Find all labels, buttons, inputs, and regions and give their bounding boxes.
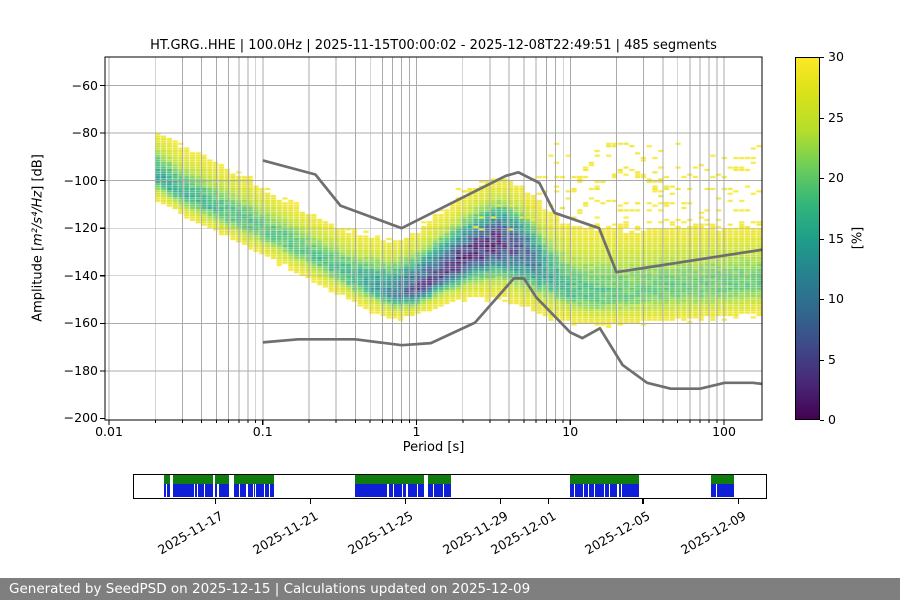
- timeline-tick: [642, 499, 644, 504]
- x-tick-label: 1: [412, 424, 421, 439]
- psd-coverage-segment: [172, 475, 229, 484]
- ppsd-histogram-canvas: [105, 57, 762, 420]
- y-tick-label: −160: [63, 315, 98, 331]
- coverage-gap: [196, 484, 198, 497]
- plot-border: [104, 56, 763, 421]
- timeline-tick: [404, 499, 407, 504]
- colorbar-tick: [820, 238, 824, 240]
- coverage-gap: [594, 484, 596, 497]
- coverage-gap: [617, 484, 619, 497]
- coverage-gap: [268, 484, 270, 497]
- coverage-gap: [252, 484, 254, 497]
- coverage-gap: [406, 484, 408, 497]
- colorbar-tick: [820, 117, 824, 119]
- coverage-gap: [238, 484, 241, 497]
- timeline-tick: [214, 499, 217, 504]
- x-gridlines: [108, 57, 725, 420]
- colorbar-tick-label: 5: [828, 351, 836, 367]
- psd-coverage-segment: [569, 475, 640, 484]
- x-tick-label: 0.01: [95, 424, 123, 439]
- timeline-tick: [310, 499, 312, 504]
- coverage-gap: [621, 484, 623, 497]
- coverage-gap: [587, 484, 589, 497]
- colorbar-tick: [820, 420, 824, 422]
- plot-title: HT.GRG..HHE | 100.0Hz | 2025-11-15T00:00…: [150, 38, 717, 53]
- coverage-gap: [432, 484, 435, 497]
- coverage-gap: [387, 484, 389, 497]
- colorbar-tick: [820, 57, 824, 59]
- colorbar-tick-label: 15: [828, 230, 844, 246]
- y-axis-ticks: [100, 84, 105, 420]
- colorbar-tick-label: 30: [828, 49, 844, 64]
- x-tick-label: 100: [712, 424, 736, 439]
- coverage-gap: [424, 475, 428, 498]
- timeline-tick: [500, 499, 502, 504]
- colorbar-tick: [820, 299, 824, 301]
- colorbar-tick: [820, 359, 824, 361]
- coverage-gap: [217, 484, 219, 497]
- y-tick-label: −60: [71, 77, 98, 93]
- psd-coverage-segment: [163, 475, 170, 484]
- x-tick-label: 10: [562, 424, 579, 439]
- coverage-gap: [417, 484, 419, 497]
- coverage-gap: [203, 484, 205, 497]
- coverage-gap: [246, 484, 248, 497]
- colorbar-label: [%]: [850, 226, 866, 250]
- y-tick-label: −200: [63, 410, 98, 426]
- data-coverage-segment: [355, 484, 451, 497]
- y-tick-label: −100: [63, 172, 98, 188]
- coverage-gap: [443, 484, 445, 497]
- data-coverage-segment: [172, 484, 229, 497]
- coverage-gap: [401, 484, 404, 497]
- psd-coverage-segment: [233, 475, 274, 484]
- footer-text: Generated by SeedPSD on 2025-12-15 | Cal…: [9, 581, 531, 597]
- coverage-gap: [263, 484, 265, 497]
- nhnm-curve: [262, 159, 762, 274]
- timeline-tick: [547, 499, 549, 504]
- colorbar-tick-label: 25: [828, 109, 844, 125]
- coverage-gap: [194, 484, 196, 497]
- coverage-gap: [573, 484, 575, 497]
- coverage-gap: [165, 484, 168, 497]
- footer-bar: Generated by SeedPSD on 2025-12-15 | Cal…: [0, 578, 900, 600]
- coverage-gap: [604, 484, 606, 497]
- y-tick-label: −80: [71, 125, 98, 141]
- coverage-gap: [393, 484, 395, 497]
- coverage-gap: [609, 484, 611, 497]
- y-tick-label: −180: [63, 362, 98, 378]
- y-tick-label: −120: [63, 220, 98, 236]
- coverage-gap: [213, 475, 215, 498]
- coverage-gap: [716, 484, 718, 497]
- psd-coverage-segment: [711, 475, 735, 484]
- colorbar-tick-label: 20: [828, 170, 844, 185]
- x-axis-label: Period [s]: [402, 440, 465, 455]
- timeline-tick: [737, 499, 739, 504]
- y-tick-label: −140: [63, 267, 98, 283]
- colorbar: [795, 57, 820, 420]
- colorbar-tick-label: 10: [828, 291, 844, 306]
- colorbar-tick: [820, 178, 824, 180]
- psd-coverage-segment: [355, 475, 451, 484]
- data-coverage-segment: [711, 484, 735, 497]
- x-tick-label: 0.1: [252, 424, 273, 439]
- availability-timeline: [133, 474, 767, 499]
- coverage-gap: [582, 484, 584, 497]
- y-gridlines: [105, 85, 762, 372]
- coverage-gap: [255, 484, 257, 497]
- nlnm-curve: [262, 277, 762, 391]
- colorbar-tick-label: 0: [828, 412, 836, 427]
